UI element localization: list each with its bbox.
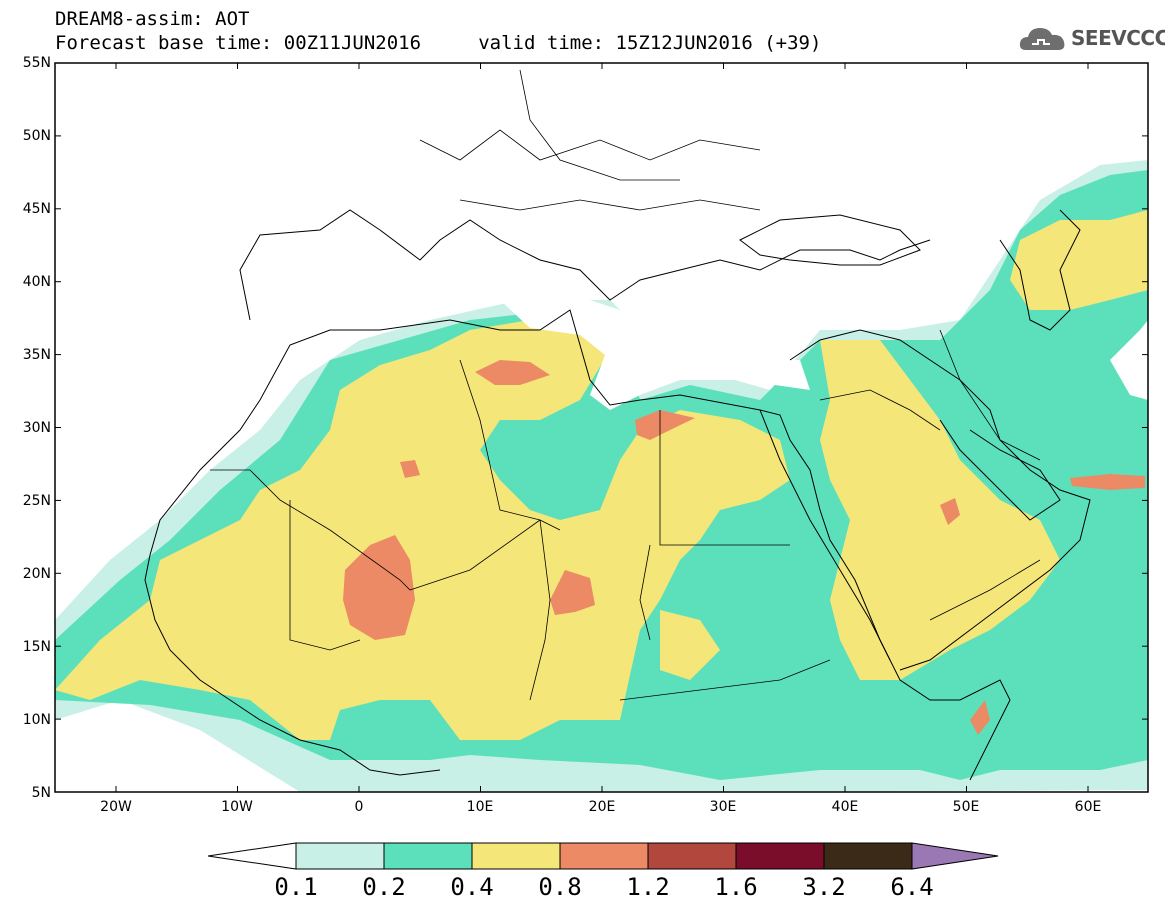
lat-label: 15N [22,639,51,655]
colorbar-bin-0.1 [295,842,385,870]
aot-hotspot-somalia [970,700,990,735]
mediterranean-sea [500,290,810,410]
lat-label: 30N [22,420,51,436]
forecast-time-line: Forecast base time: 00Z11JUN2016 valid t… [55,32,822,54]
aot-hotspot-algeria [400,460,420,478]
colorbar-bin-0.8 [559,842,649,870]
border-sudan-chad [639,544,651,641]
aot-hotspot-tunisia [475,360,550,385]
chart-title: DREAM8-assim: AOT [55,8,250,30]
lon-label: 0 [354,799,364,815]
lon-label: 20W [100,799,132,815]
colorbar-bin-0.4 [471,842,561,870]
lat-label: 5N [31,785,51,801]
colorbar-bin-3.2 [823,842,913,870]
axis-ticks [55,62,1148,793]
lat-label: 20N [22,566,51,582]
logo-text: SEEVCCC [1071,26,1165,50]
lat-label: 50N [22,128,51,144]
colorbar-bin-1.6 [735,842,825,870]
border-libya-egypt [659,410,790,546]
border-mauritania-mali [210,469,411,591]
colorbar-bin-0.2 [383,842,473,870]
aot-field-0.4-arabia [820,340,1060,680]
lon-label: 30E [709,799,737,815]
lat-label: 35N [22,347,51,363]
colorbar-label: 0.8 [538,873,582,901]
colorbar-label: 0.1 [274,873,318,901]
colorbar-label: 1.2 [626,873,670,901]
border-europe-1 [419,129,761,161]
border-europe-2 [459,199,761,211]
colorbar [207,842,999,870]
lat-label: 25N [22,493,51,509]
aot-field-0.4-nile [660,610,720,680]
colorbar-label: 0.4 [450,873,494,901]
colorbar-under-triangle [207,842,297,870]
coastline-red-sea [759,409,891,661]
cloud-icon [1019,28,1065,50]
border-algeria-libya [459,359,541,521]
border-europe-3 [519,69,680,181]
colorbar-label: 3.2 [802,873,846,901]
colorbar-over-triangle [911,842,999,870]
border-arabia-south [929,559,1041,621]
aot-hotspot-mali [343,535,415,640]
lon-label: 20E [588,799,616,815]
border-niger-chad [529,519,551,701]
lat-label: 40N [22,274,51,290]
aot-hotspot-chad [550,570,595,615]
caspian-sea [1110,320,1148,400]
border-mali-niger [289,500,361,651]
coastline-africa [149,309,1011,781]
lon-label: 60E [1074,799,1102,815]
coastline-black-sea [739,214,921,266]
colorbar-bin-1.2 [647,842,737,870]
lon-label: 10E [466,799,494,815]
coastline-europe [239,209,931,321]
border-algeria-mali [409,519,561,591]
lon-label: 10W [221,799,253,815]
colorbar-label: 6.4 [890,873,934,901]
seevccc-logo: SEEVCCC [1018,22,1165,56]
coastline-gulf [939,419,1061,521]
colorbar-label: 1.6 [714,873,758,901]
aot-hotspot-yemen [1070,474,1145,490]
country-borders [210,69,1041,701]
aot-field-0.4 [55,320,790,740]
lat-label: 45N [22,201,51,217]
coastline-west-africa [144,554,441,776]
lon-label: 40E [831,799,859,815]
coastline-caspian [999,209,1081,331]
colorbar-label: 0.2 [362,873,406,901]
aot-field-0.4-iran [1010,210,1148,310]
border-sudan-south [619,659,831,701]
lat-label: 55N [22,55,51,71]
lon-label: 50E [952,799,980,815]
lat-label: 10N [22,712,51,728]
aot-hotspot-arabia [940,498,960,525]
border-iran [939,329,1041,461]
aot-hotspot-egypt [635,410,695,440]
coastline-arabia [789,329,1091,671]
border-saudi-iraq [819,389,941,431]
coastlines [144,209,1091,781]
